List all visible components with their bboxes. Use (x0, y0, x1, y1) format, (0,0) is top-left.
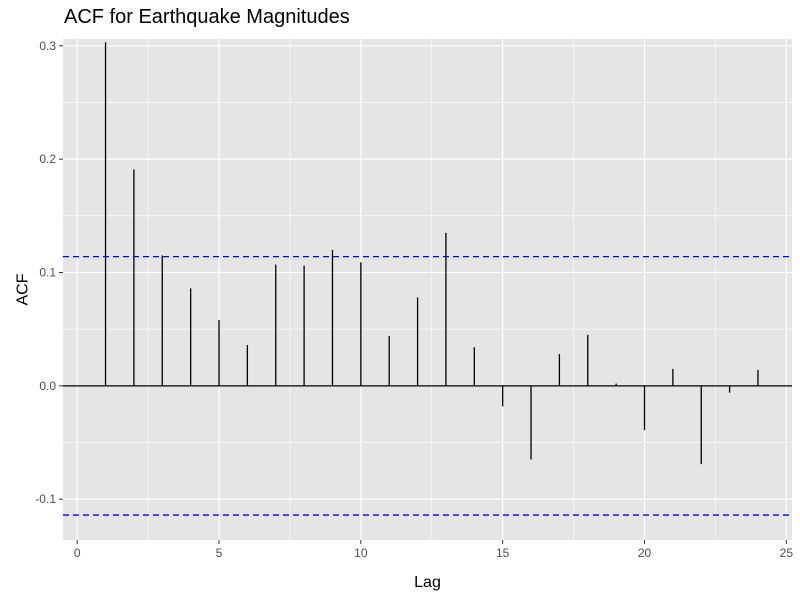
plot-panel (63, 39, 792, 540)
x-tick-label: 5 (216, 546, 223, 560)
grid-minor (63, 39, 792, 540)
y-tick-label: 0.3 (39, 39, 56, 53)
y-tick-label: 0.1 (39, 265, 56, 279)
acf-spikes (104, 42, 759, 465)
x-axis-title: Lag (414, 574, 441, 591)
y-tick-label: 0.0 (39, 379, 56, 393)
y-axis: -0.1 0.0 0.1 0.2 0.3 (35, 39, 63, 506)
y-axis-title: ACF (15, 273, 32, 305)
x-tick-label: 0 (74, 546, 81, 560)
x-tick-label: 15 (496, 546, 510, 560)
confidence-lines (63, 255, 792, 516)
y-tick-label: 0.2 (39, 152, 56, 166)
x-tick-label: 25 (780, 546, 794, 560)
x-axis: 0 5 10 15 20 25 (74, 540, 793, 560)
x-tick-label: 10 (354, 546, 368, 560)
x-tick-label: 20 (638, 546, 652, 560)
y-tick-label: -0.1 (35, 492, 56, 506)
chart-title: ACF for Earthquake Magnitudes (64, 6, 350, 28)
